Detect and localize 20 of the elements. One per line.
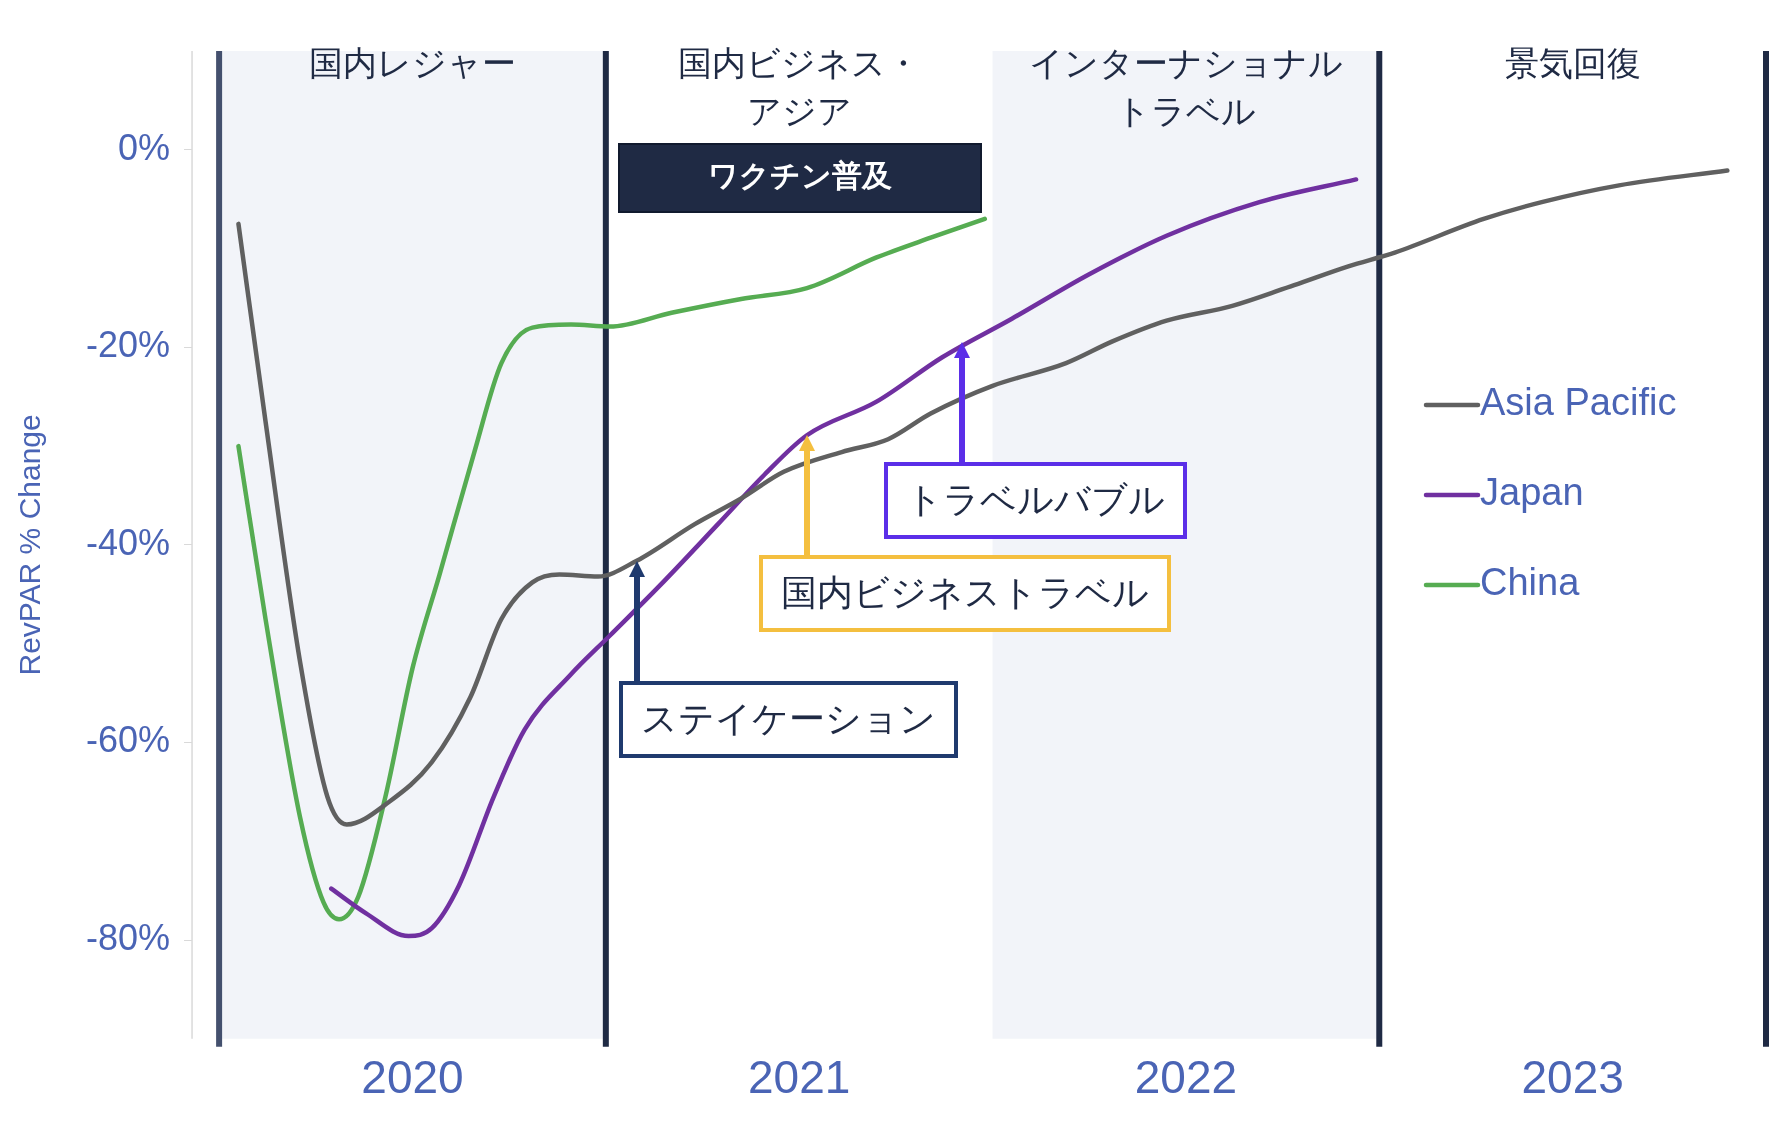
y-tick-label: -40% bbox=[85, 521, 171, 563]
x-tick-label: 2021 bbox=[748, 1051, 851, 1104]
y-tick-label: -20% bbox=[85, 324, 171, 366]
legend-label: Japan bbox=[1480, 471, 1584, 514]
y-tick-label: -60% bbox=[85, 719, 171, 761]
annotation: 国内ビジネス・アジア bbox=[677, 42, 922, 133]
annotation: 景気回復 bbox=[1503, 42, 1642, 85]
annotation: トラベルバブル bbox=[883, 462, 1187, 540]
annotation: ステイケーション bbox=[618, 680, 958, 758]
band-label: インターナショナルトラベル bbox=[1027, 42, 1344, 133]
x-tick-label: 2022 bbox=[1134, 1051, 1238, 1104]
annotation: 国内ビジネストラベル bbox=[758, 555, 1171, 633]
y-tick-label: 0% bbox=[118, 126, 171, 168]
x-tick-label: 2023 bbox=[1521, 1051, 1624, 1104]
band-label: 国内レジャー bbox=[307, 42, 517, 85]
legend-label: China bbox=[1480, 561, 1581, 604]
y-axis-title: RevPAR % Change bbox=[13, 414, 47, 676]
x-tick-label: 2020 bbox=[361, 1051, 464, 1104]
y-tick-label: -80% bbox=[85, 916, 171, 958]
legend-label: Asia Pacific bbox=[1480, 381, 1677, 424]
